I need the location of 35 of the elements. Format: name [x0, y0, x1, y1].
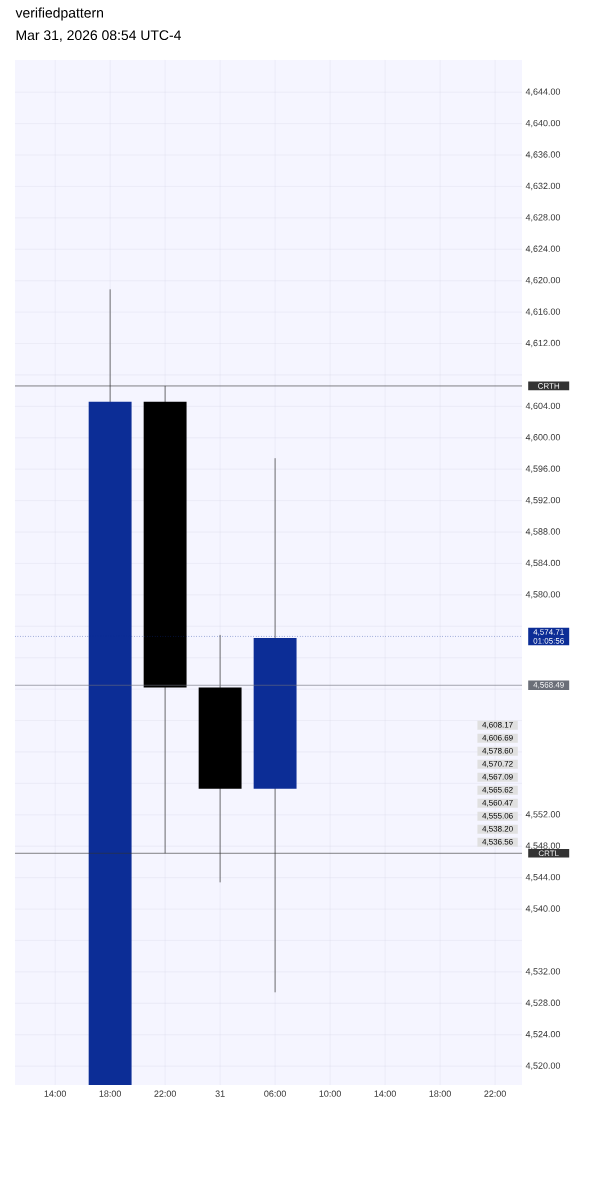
y-tick-label: 4,520.00	[525, 1062, 561, 1070]
y-tick-label: 4,600.00	[525, 434, 561, 442]
y-tick-label: 4,620.00	[525, 276, 561, 285]
y-tick-label: 4,540.00	[525, 905, 561, 913]
x-tick-label: 06:00	[264, 1090, 286, 1097]
x-tick-label: 22:00	[154, 1090, 176, 1097]
y-tick-label: 4,640.00	[525, 119, 561, 128]
y-tick-label: 4,544.00	[525, 873, 561, 882]
y-tick-label: 4,628.00	[525, 214, 561, 222]
y-tick-label: 4,604.00	[525, 402, 561, 411]
y-tick-label: 4,588.00	[525, 528, 561, 536]
y-tick-label: 4,532.00	[525, 968, 561, 976]
y-tick-label: 4,592.00	[525, 496, 561, 505]
x-tick-label: 18:00	[429, 1090, 451, 1097]
x-tick-label: 18:00	[99, 1090, 121, 1097]
y-tick-label: 4,524.00	[525, 1031, 561, 1039]
chart-title: verifiedpattern	[15, 7, 103, 21]
y-tick-label: 4,552.00	[525, 811, 561, 819]
y-tick-label: 4,596.00	[525, 465, 561, 473]
x-tick-label: 10:00	[319, 1090, 341, 1097]
chart-subtitle: Mar 31, 2026 08:54 UTC-4	[16, 30, 181, 42]
y-tick-label: 4,624.00	[525, 245, 561, 253]
x-tick-label: 22:00	[484, 1090, 506, 1097]
y-tick-label: 4,644.00	[525, 88, 561, 96]
y-tick-label: 4,632.00	[525, 182, 561, 191]
y-tick-label: 4,580.00	[525, 591, 561, 599]
y-tick-label: 4,584.00	[525, 559, 561, 568]
y-tick-label: 4,616.00	[525, 308, 561, 316]
x-tick-label: 14:00	[44, 1090, 67, 1097]
y-tick-label: 4,528.00	[525, 999, 561, 1007]
y-tick-label: 4,548.00	[525, 842, 561, 850]
x-tick-label: 14:00	[374, 1090, 396, 1097]
x-tick-label: 31	[215, 1090, 225, 1097]
y-tick-label: 4,612.00	[525, 339, 561, 348]
y-tick-label: 4,636.00	[525, 151, 561, 159]
